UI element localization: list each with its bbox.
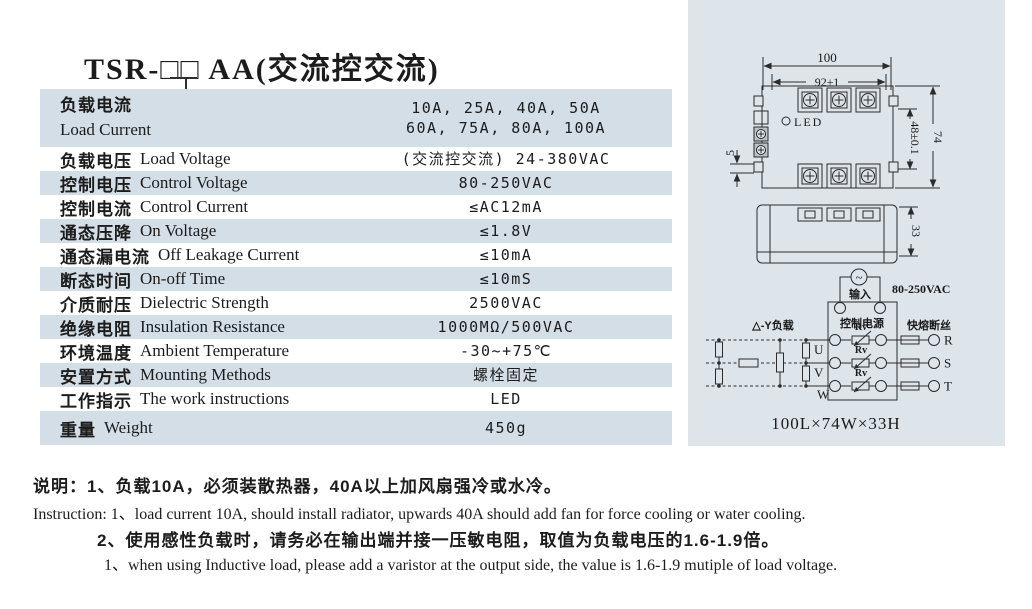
input-label: 输入 bbox=[849, 287, 871, 301]
phase-v-label: V bbox=[814, 365, 824, 380]
spec-value: ≤10mS bbox=[479, 270, 533, 288]
side-view: 33 bbox=[756, 204, 923, 264]
mount-slot-icon bbox=[753, 95, 764, 107]
spec-row: 断态时间 On-off Time ≤10mS bbox=[40, 267, 672, 291]
control-terminal-icon bbox=[753, 110, 769, 158]
spec-row: 负载电压 Load Voltage (交流控交流) 24-380VAC bbox=[40, 147, 672, 171]
input-voltage-label: 80-250VAC bbox=[892, 282, 950, 296]
top-view: 100 92±1 bbox=[723, 50, 945, 189]
spec-label: 工作指示 The work instructions bbox=[60, 389, 290, 411]
spec-value: 10A, 25A, 40A, 50A 60A, 75A, 80A, 100A bbox=[405, 99, 607, 137]
dim-5-label: 5 bbox=[723, 150, 737, 156]
spec-value: (交流控交流) 24-380VAC bbox=[401, 150, 611, 168]
resistor-icon bbox=[776, 352, 784, 373]
spec-row: 控制电流 Control Current ≤AC12mA bbox=[40, 195, 672, 219]
led-label: LED bbox=[794, 115, 823, 129]
note-line-zh: 2、使用感性负载时，请务必在输出端并接一压敏电阻，取值为负载电压的1.6-1.9… bbox=[97, 531, 780, 550]
ac-tilde: ~ bbox=[855, 270, 862, 285]
led-indicator-icon bbox=[781, 116, 791, 126]
resistor-icon bbox=[802, 365, 810, 382]
control-power-label: 控制电源 bbox=[840, 316, 884, 330]
spec-value: ≤10mA bbox=[479, 246, 533, 264]
spec-row: 介质耐压 Dielectric Strength 2500VAC bbox=[40, 291, 672, 315]
spec-value: -30~+75℃ bbox=[459, 342, 553, 360]
load-label: △-Y负载 bbox=[751, 318, 793, 332]
spec-label: 介质耐压 Dielectric Strength bbox=[60, 293, 269, 315]
screw-terminal-icon bbox=[855, 87, 881, 113]
mount-slot-icon bbox=[888, 161, 899, 173]
note-line-en: 1、when using Inductive load, please add … bbox=[104, 557, 838, 574]
mount-slot-icon bbox=[888, 95, 899, 107]
technical-drawing: 100 92±1 bbox=[706, 50, 953, 433]
phase-s-label: S bbox=[944, 356, 951, 371]
spec-label: 通态漏电流 Off Leakage Current bbox=[60, 245, 300, 267]
phase-row: Rv R bbox=[706, 322, 953, 348]
spec-row: 安置方式 Mounting Methods 螺栓固定 bbox=[40, 363, 672, 387]
rv-label: Rv bbox=[855, 368, 867, 379]
spec-value: ≤AC12mA bbox=[469, 198, 543, 216]
dim-48-label: 48±0.1 bbox=[908, 121, 922, 155]
spec-value: 80-250VAC bbox=[458, 174, 554, 192]
phase-r-label: R bbox=[944, 333, 953, 348]
spec-value: LED bbox=[490, 390, 522, 408]
spec-row: 环境温度 Ambient Temperature -30~+75℃ bbox=[40, 339, 672, 363]
page-title: TSR-□□ AA(交流控交流) bbox=[84, 53, 440, 86]
spec-row: 绝缘电阻 Insulation Resistance 1000MΩ/500VAC bbox=[40, 315, 672, 339]
load-network: U V W bbox=[715, 338, 830, 402]
spec-value: 1000MΩ/500VAC bbox=[437, 318, 575, 336]
phase-row: Rv T bbox=[706, 368, 952, 394]
spec-label: 绝缘电阻 Insulation Resistance bbox=[60, 317, 285, 339]
spec-label: 控制电压 Control Voltage bbox=[60, 173, 248, 195]
spec-value: ≤1.8V bbox=[479, 222, 533, 240]
screw-terminal-icon bbox=[826, 87, 852, 113]
resistor-icon bbox=[715, 341, 723, 358]
spec-label: 通态压降 On Voltage bbox=[60, 221, 217, 243]
spec-label: 安置方式 Mounting Methods bbox=[60, 365, 271, 387]
spec-label: 断态时间 On-off Time bbox=[60, 269, 226, 291]
dim-74-label: 74 bbox=[931, 131, 945, 143]
phase-w-label: W bbox=[817, 387, 830, 402]
dim-33-label: 33 bbox=[909, 225, 923, 237]
wiring-diagram: ~ 输入 80-250VAC 控制电源 快熔断丝 △-Y负载 bbox=[706, 268, 953, 433]
rv-label: Rv bbox=[855, 322, 867, 333]
note-line-zh: 说明：1、负载10A，必须装散热器，40A以上加风扇强冷或水冷。 bbox=[33, 477, 562, 496]
dim-100-label: 100 bbox=[817, 50, 837, 65]
spec-row: 控制电压 Control Voltage 80-250VAC bbox=[40, 171, 672, 195]
phase-u-label: U bbox=[814, 342, 824, 357]
terminal-bump-icon bbox=[797, 207, 881, 222]
spec-label: 负载电流 Load Current bbox=[60, 96, 152, 139]
drawing-panel: 100 92±1 bbox=[688, 0, 1005, 446]
spec-table: 负载电流 Load Current 10A, 25A, 40A, 50A 60A… bbox=[40, 89, 672, 445]
resistor-icon bbox=[802, 342, 810, 359]
phase-row: Rv S bbox=[706, 345, 951, 371]
spec-value: 螺栓固定 bbox=[472, 366, 539, 384]
spec-row: 重量 Weight 450g bbox=[40, 411, 672, 445]
spec-label: 负载电压 Load Voltage bbox=[60, 149, 231, 171]
note-line-en: Instruction: 1、load current 10A, should … bbox=[33, 506, 806, 523]
size-label: 100L×74W×33H bbox=[771, 414, 900, 433]
screw-terminal-icon bbox=[855, 163, 881, 189]
spec-value: 2500VAC bbox=[469, 294, 543, 312]
dim-92-label: 92±1 bbox=[815, 75, 840, 89]
spec-value: 450g bbox=[484, 419, 528, 437]
spec-row: 通态漏电流 Off Leakage Current ≤10mA bbox=[40, 243, 672, 267]
screw-terminal-icon bbox=[797, 163, 823, 189]
screw-terminal-icon bbox=[826, 163, 852, 189]
phase-t-label: T bbox=[944, 379, 952, 394]
rv-label: Rv bbox=[855, 345, 867, 356]
spec-row: 工作指示 The work instructions LED bbox=[40, 387, 672, 411]
spec-row: 通态压降 On Voltage ≤1.8V bbox=[40, 219, 672, 243]
mount-slot-icon bbox=[753, 161, 764, 173]
resistor-icon bbox=[738, 358, 759, 368]
screw-terminal-icon bbox=[797, 87, 823, 113]
spec-label: 控制电流 Control Current bbox=[60, 197, 249, 219]
spec-label: 环境温度 Ambient Temperature bbox=[60, 341, 290, 363]
model-leader-line bbox=[170, 77, 197, 79]
spec-row: 负载电流 Load Current 10A, 25A, 40A, 50A 60A… bbox=[40, 89, 672, 147]
spec-label: 重量 Weight bbox=[60, 418, 153, 440]
resistor-icon bbox=[715, 368, 723, 385]
fuse-label: 快熔断丝 bbox=[906, 318, 951, 332]
relay-box bbox=[827, 301, 898, 401]
